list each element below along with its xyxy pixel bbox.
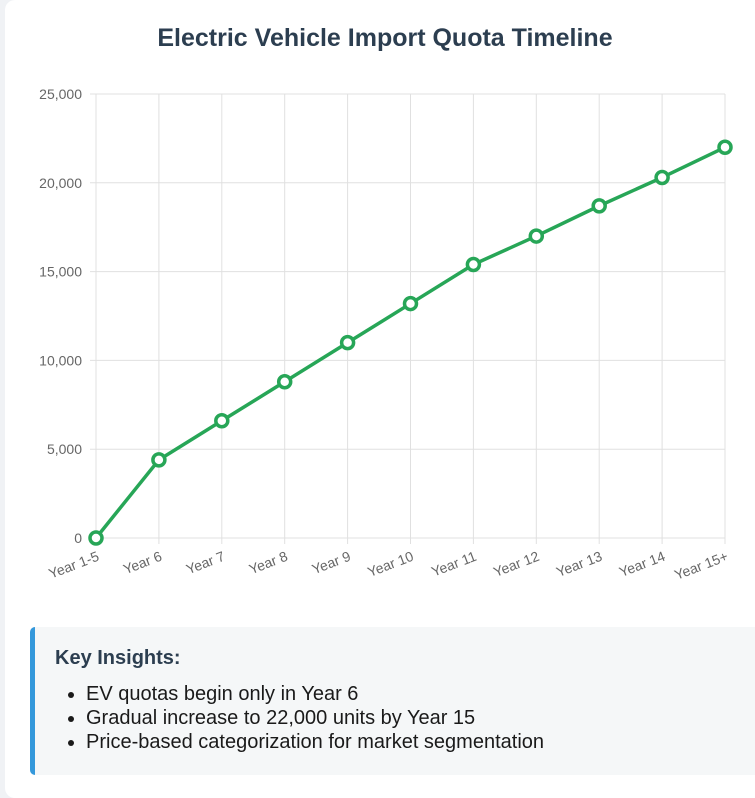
- y-tick-label: 20,000: [39, 175, 82, 191]
- data-point: [654, 169, 670, 186]
- y-tick-label: 25,000: [39, 86, 82, 102]
- data-point: [276, 373, 293, 390]
- x-tick-label: Year 9: [310, 548, 353, 577]
- insights-title: Key Insights:: [55, 647, 181, 669]
- data-point: [88, 530, 104, 546]
- x-tick-label: Year 7: [184, 548, 227, 577]
- data-point: [151, 452, 167, 468]
- x-axis-ticks: Year 1-5 Year 6 Year 7 Year 8 Year 9 Year 10 Y…: [46, 548, 730, 583]
- insights-list: EV quotas begin only in Year 6 Gradual i…: [35, 682, 544, 754]
- chart-title: Electric Vehicle Import Quota Timeline: [157, 24, 613, 52]
- x-tick-label: Year 1-5: [46, 548, 101, 582]
- insight-item: Price-based categorization for market se…: [86, 730, 544, 754]
- x-tick-label: Year 14: [617, 548, 668, 580]
- data-point: [717, 139, 733, 156]
- key-insights-panel: Key Insights: EV quotas begin only in Ye…: [30, 627, 755, 775]
- y-tick-label: 10,000: [39, 352, 82, 368]
- x-tick-label: Year 15+: [672, 548, 730, 583]
- x-tick-label: Year 11: [429, 548, 479, 580]
- insight-item: Gradual increase to 22,000 units by Year…: [86, 706, 544, 730]
- data-point: [465, 256, 482, 273]
- data-point: [339, 334, 356, 351]
- x-tick-label: Year 13: [554, 548, 605, 580]
- x-tick-label: Year 10: [365, 548, 416, 580]
- y-tick-label: 0: [74, 530, 82, 546]
- data-point: [591, 198, 607, 214]
- insight-item: EV quotas begin only in Year 6: [86, 682, 544, 706]
- y-tick-label: 15,000: [39, 264, 82, 280]
- data-point: [214, 413, 230, 429]
- x-tick-label: Year 8: [247, 548, 290, 577]
- y-axis-ticks: 0 5,000 10,000 15,000 20,000 25,000: [39, 86, 82, 546]
- x-tick-label: Year 12: [491, 548, 542, 580]
- x-tick-label: Year 6: [121, 548, 164, 577]
- chart-card: Electric Vehicle Import Quota Timeline 0…: [5, 0, 755, 798]
- data-points: [88, 139, 733, 546]
- grid: [90, 93, 726, 544]
- data-point: [528, 228, 545, 244]
- data-point: [402, 295, 419, 312]
- y-tick-label: 5,000: [47, 441, 82, 457]
